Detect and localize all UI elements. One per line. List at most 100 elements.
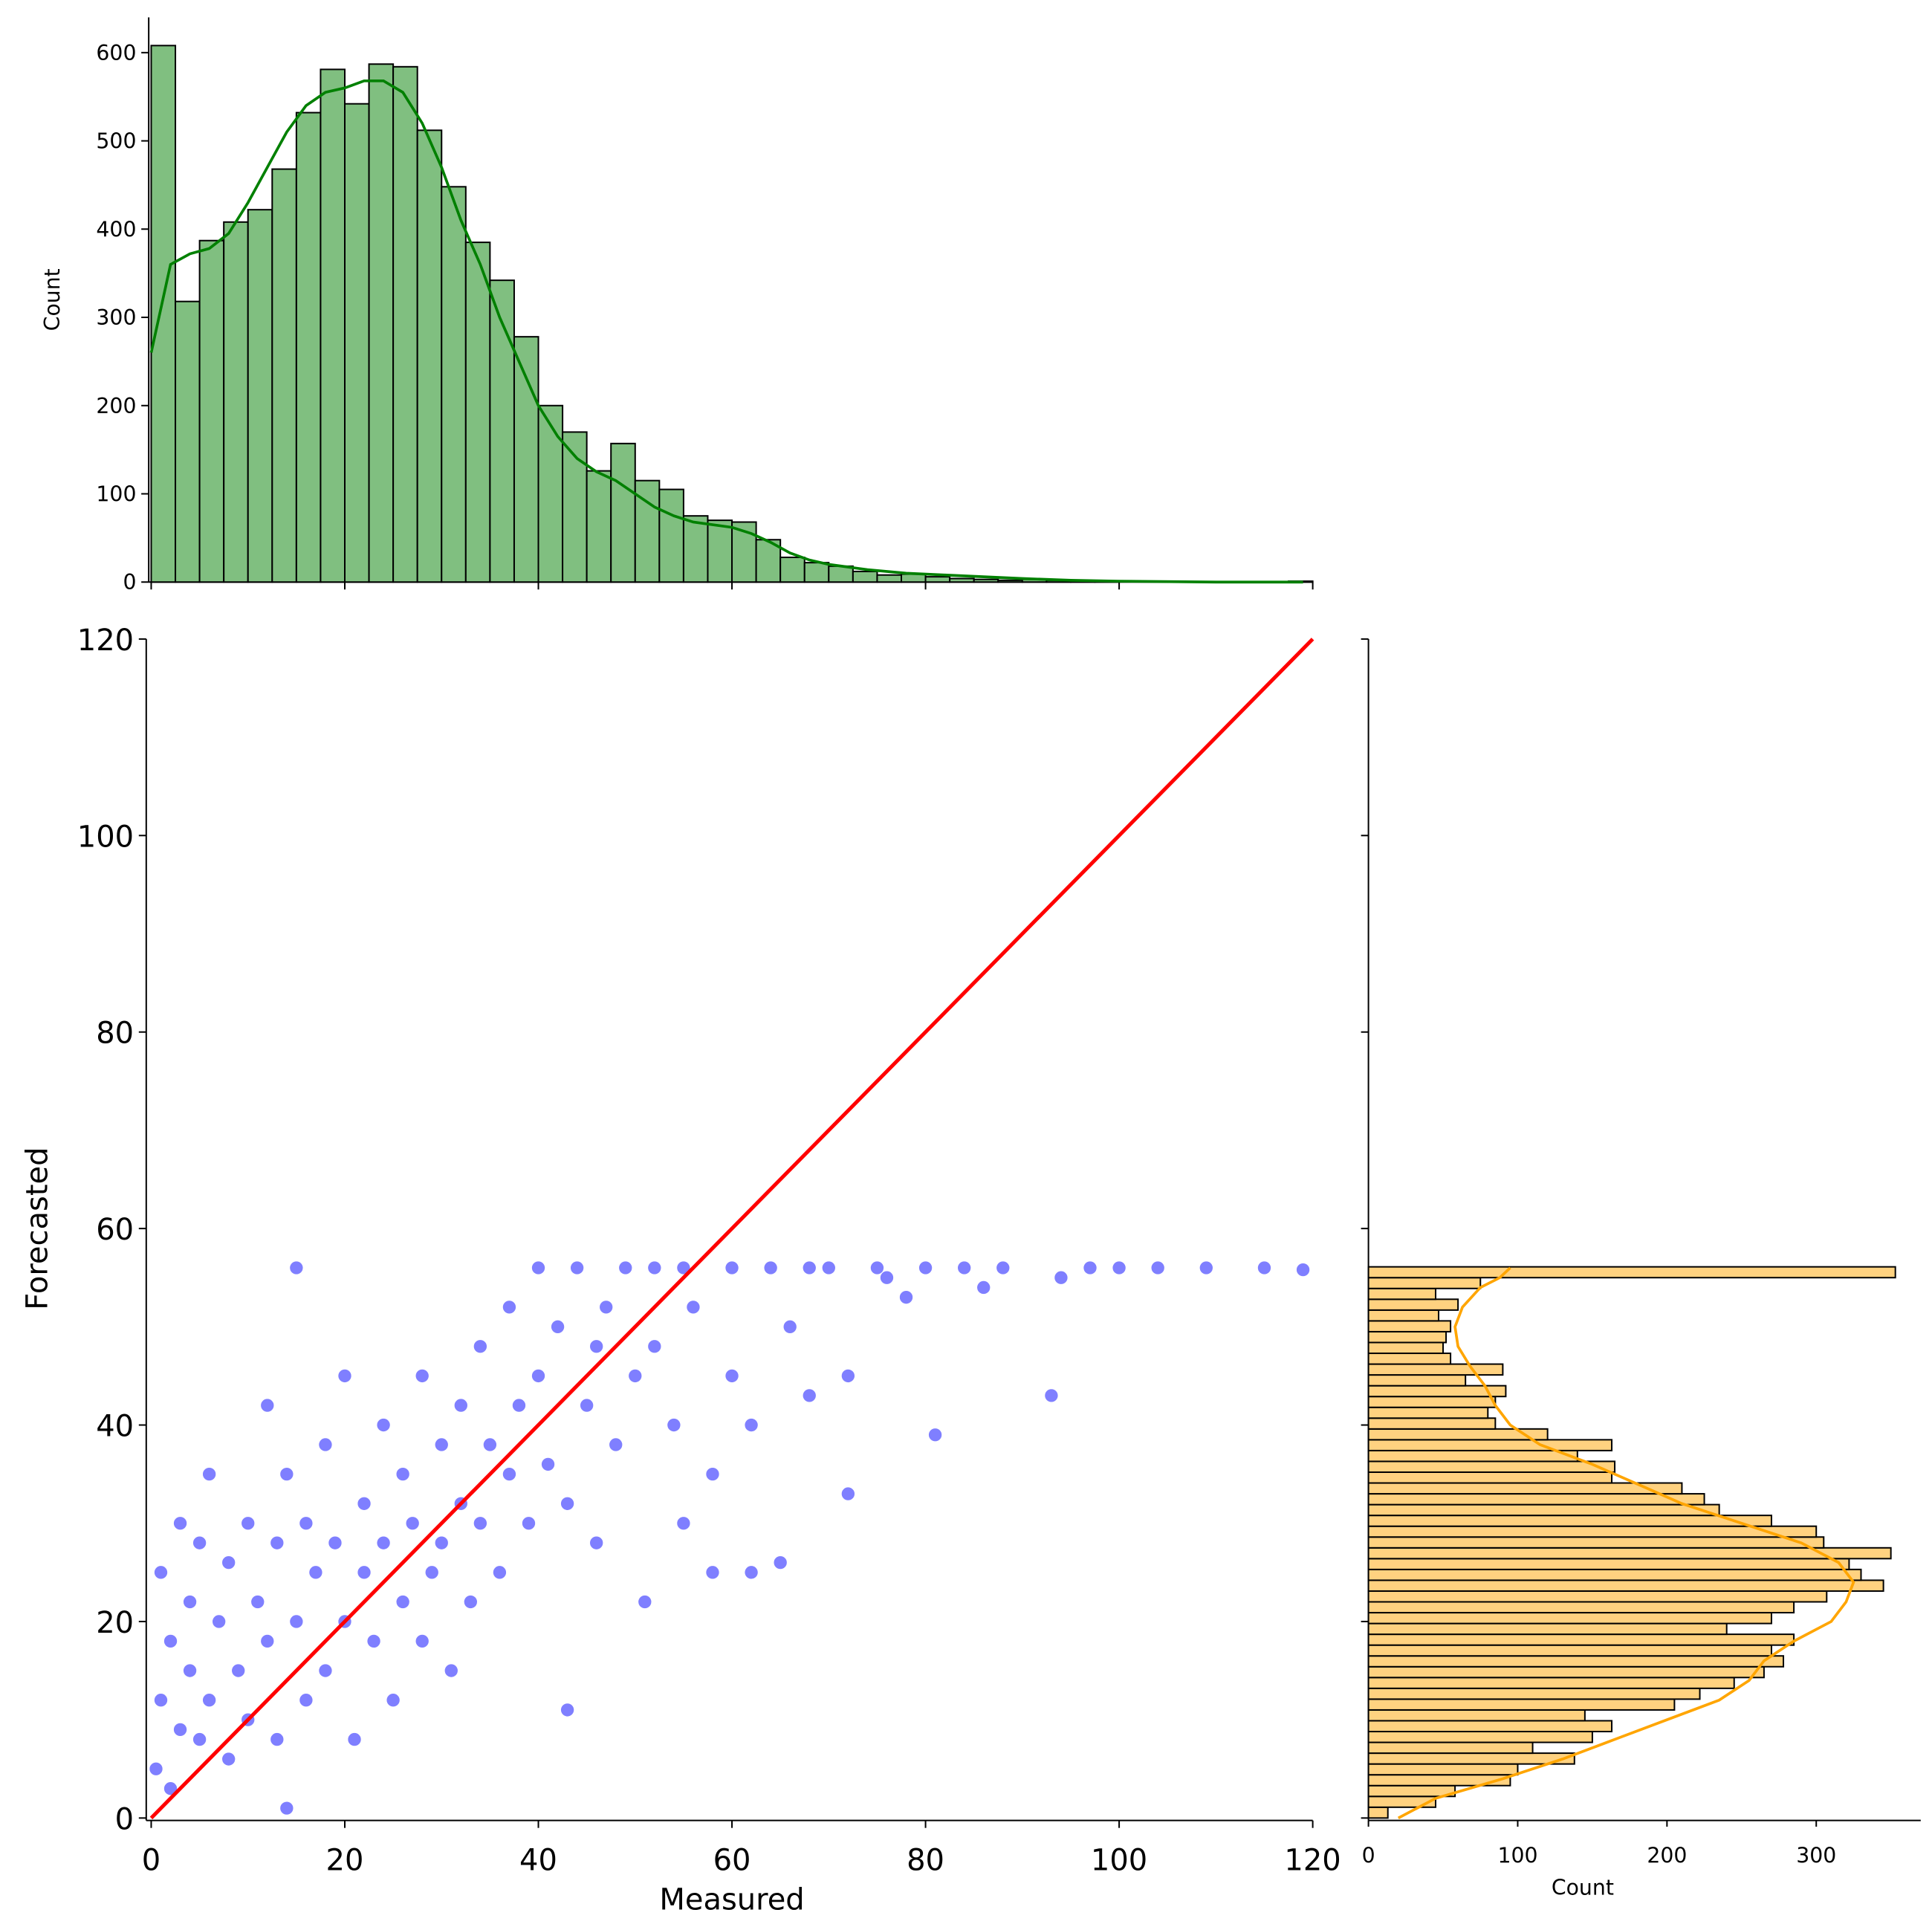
x-tick-label: 20 bbox=[326, 1843, 364, 1877]
bar bbox=[223, 221, 249, 583]
bar bbox=[1367, 1784, 1456, 1798]
scatter-point bbox=[840, 1486, 856, 1501]
scatter-point bbox=[192, 1535, 207, 1550]
scatter-point bbox=[279, 1466, 294, 1482]
scatter-point bbox=[1295, 1262, 1311, 1277]
scatter-point bbox=[415, 1368, 429, 1384]
scatter-point bbox=[395, 1594, 410, 1610]
bar bbox=[1367, 1558, 1850, 1570]
scatter-point bbox=[231, 1663, 246, 1678]
bar bbox=[1367, 1353, 1452, 1365]
bar bbox=[1367, 1601, 1795, 1614]
bar bbox=[295, 111, 322, 583]
y-tick-label: 40 bbox=[96, 1410, 134, 1444]
scatter-point bbox=[676, 1516, 691, 1531]
bar bbox=[949, 577, 975, 583]
x-tick-label: 100 bbox=[1497, 1843, 1537, 1868]
y-tick-label: 60 bbox=[96, 1213, 134, 1247]
x-tick-label: 60 bbox=[713, 1843, 751, 1877]
y-tick-label: 100 bbox=[77, 820, 134, 854]
scatter-point bbox=[802, 1388, 817, 1403]
scatter-point bbox=[898, 1289, 914, 1305]
bar bbox=[1367, 1471, 1613, 1484]
bar bbox=[610, 442, 636, 583]
x-tick-label: 40 bbox=[519, 1843, 557, 1877]
bar bbox=[247, 209, 273, 583]
bar bbox=[1367, 1579, 1884, 1592]
y-tick-label: 400 bbox=[96, 217, 136, 242]
x-axis-label: Count bbox=[1552, 1876, 1614, 1900]
scatter-point bbox=[337, 1368, 352, 1384]
scatter-point bbox=[386, 1693, 401, 1708]
bar bbox=[198, 239, 225, 583]
scatter-point bbox=[609, 1437, 623, 1452]
scatter-point bbox=[511, 1398, 527, 1413]
scatter-point bbox=[724, 1368, 739, 1384]
bar bbox=[537, 404, 564, 583]
scatter-point bbox=[686, 1300, 701, 1315]
bar bbox=[682, 515, 709, 583]
bar bbox=[779, 556, 805, 583]
scatter-point bbox=[618, 1260, 633, 1275]
scatter-point bbox=[347, 1732, 362, 1747]
x-tick-label: 300 bbox=[1796, 1843, 1836, 1868]
x-axis-label: Measured bbox=[659, 1883, 804, 1917]
bar bbox=[1367, 1741, 1534, 1755]
scatter-point bbox=[376, 1417, 391, 1433]
scatter-point bbox=[201, 1693, 217, 1708]
y-tick-label: 200 bbox=[96, 394, 136, 418]
bar bbox=[1367, 1298, 1459, 1311]
kde-line bbox=[149, 79, 1303, 584]
y-tick-label: 300 bbox=[96, 305, 136, 330]
bar bbox=[1367, 1665, 1765, 1679]
scatter-point bbox=[579, 1398, 594, 1413]
bar bbox=[1367, 1633, 1795, 1646]
scatter-point bbox=[918, 1260, 933, 1275]
x-tick-label: 120 bbox=[1284, 1843, 1341, 1877]
bar bbox=[1367, 1482, 1683, 1495]
bar bbox=[320, 68, 346, 583]
scatter-point bbox=[1257, 1260, 1272, 1275]
bar bbox=[1367, 1287, 1436, 1301]
scatter-point bbox=[366, 1633, 381, 1649]
scatter-point bbox=[531, 1368, 546, 1384]
scatter-point bbox=[279, 1801, 294, 1816]
scatter-point bbox=[172, 1516, 188, 1531]
scatter-point bbox=[773, 1555, 788, 1570]
bar bbox=[1367, 1568, 1862, 1581]
scatter-point bbox=[647, 1260, 662, 1275]
bar bbox=[1367, 1406, 1489, 1419]
bar bbox=[1367, 1752, 1575, 1765]
bar bbox=[513, 336, 539, 583]
scatter-point bbox=[569, 1260, 585, 1275]
scatter-point bbox=[221, 1555, 236, 1570]
scatter-point bbox=[434, 1437, 449, 1452]
scatter-point bbox=[599, 1300, 614, 1315]
y-tick-label: 600 bbox=[96, 41, 136, 65]
scatter-point bbox=[260, 1633, 275, 1649]
scatter-point bbox=[492, 1565, 508, 1580]
scatter-point bbox=[502, 1300, 517, 1315]
bar bbox=[1367, 1363, 1504, 1376]
scatter-point bbox=[318, 1437, 333, 1452]
scatter-point bbox=[299, 1516, 314, 1531]
scatter-point bbox=[705, 1466, 720, 1482]
bar bbox=[658, 488, 684, 583]
y-tick-label: 80 bbox=[96, 1017, 134, 1051]
scatter-point bbox=[1054, 1270, 1069, 1285]
scatter-point bbox=[328, 1535, 343, 1550]
bar bbox=[586, 470, 612, 583]
bar bbox=[175, 300, 201, 583]
y-tick-label: 120 bbox=[77, 624, 134, 658]
scatter-point bbox=[821, 1260, 836, 1275]
scatter-point bbox=[667, 1417, 681, 1433]
scatter-point bbox=[724, 1260, 739, 1275]
scatter-point bbox=[172, 1722, 188, 1737]
scatter-point bbox=[182, 1594, 198, 1610]
bar bbox=[368, 63, 395, 583]
y-axis-label: Count bbox=[40, 268, 65, 331]
scatter-point bbox=[289, 1260, 304, 1275]
scatter-point bbox=[415, 1633, 429, 1649]
scatter-point bbox=[192, 1732, 207, 1747]
scatter-point bbox=[560, 1496, 575, 1511]
